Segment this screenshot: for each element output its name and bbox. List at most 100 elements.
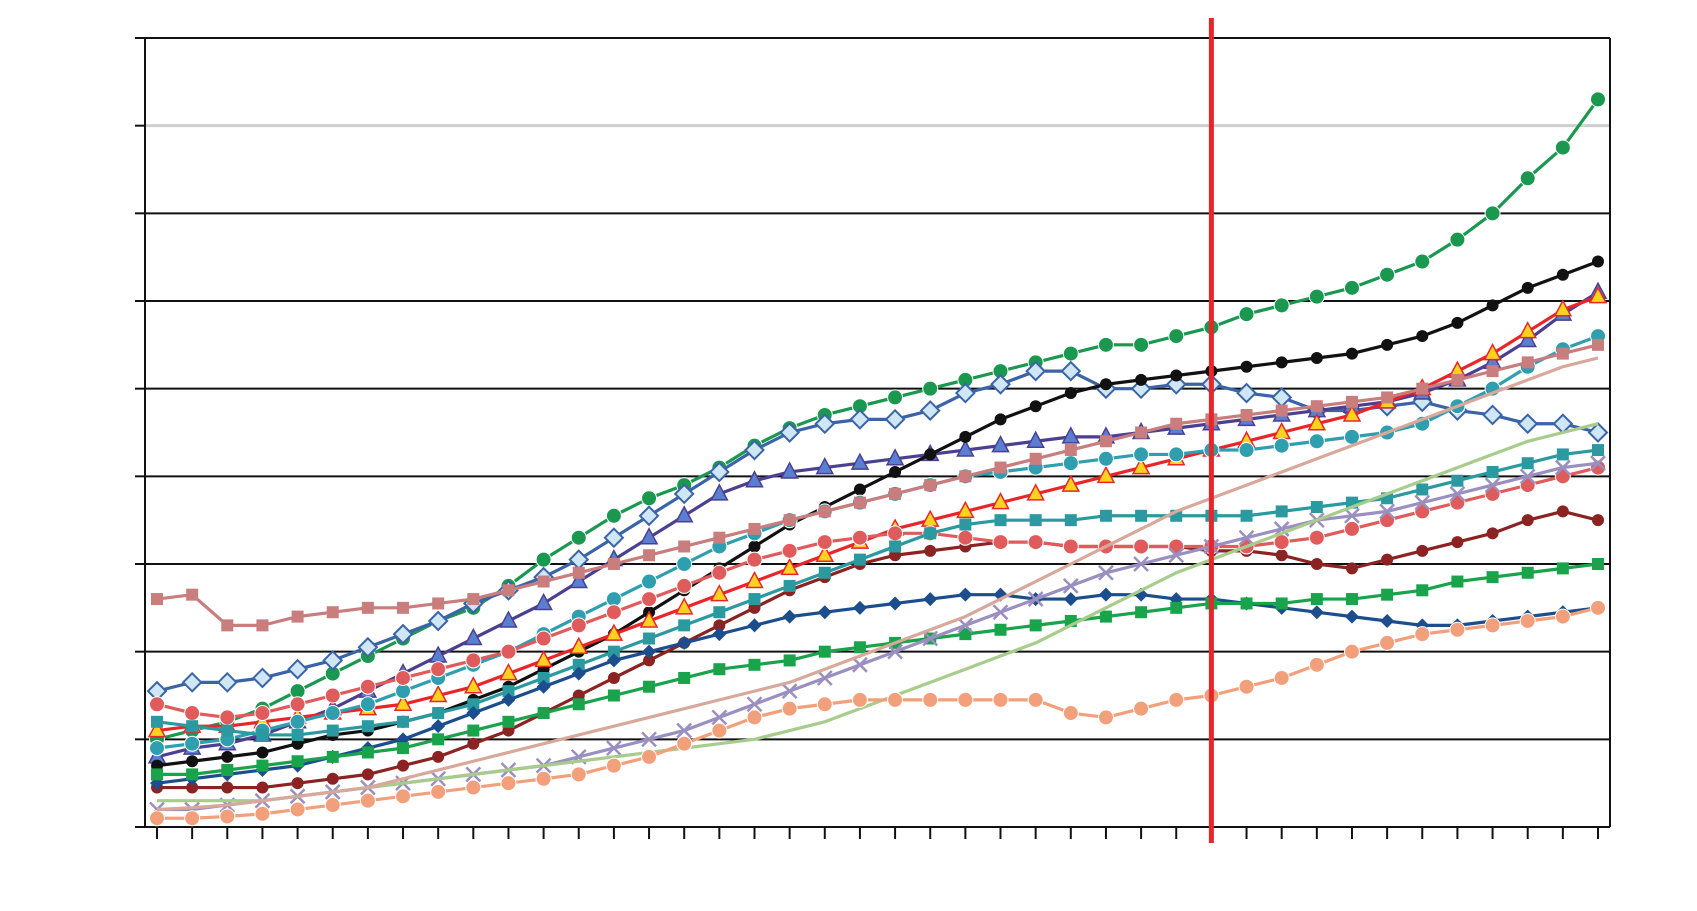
data-point: [676, 577, 693, 594]
data-point: [186, 781, 199, 794]
data-point: [783, 579, 796, 592]
data-point: [888, 596, 903, 611]
data-point: [361, 601, 374, 614]
data-point: [149, 696, 165, 713]
data-point: [254, 705, 271, 722]
data-point: [992, 604, 1009, 621]
data-point: [924, 448, 937, 461]
data-point: [571, 666, 586, 681]
data-point: [1271, 387, 1293, 408]
data-point: [397, 715, 410, 728]
data-point: [991, 492, 1010, 510]
data-point: [992, 534, 1009, 551]
data-point: [1025, 360, 1047, 382]
data-point: [1381, 391, 1394, 404]
data-point: [713, 619, 726, 632]
data-point: [464, 627, 483, 646]
data-point: [537, 707, 550, 720]
data-point: [1517, 413, 1539, 435]
data-point: [1064, 514, 1077, 527]
data-point: [254, 805, 271, 822]
data-point: [1521, 356, 1534, 369]
data-point: [186, 755, 199, 768]
data-point: [1308, 433, 1325, 450]
data-point: [395, 669, 412, 686]
data-point: [1062, 345, 1079, 362]
data-point: [397, 601, 410, 614]
data-point: [1521, 457, 1534, 470]
data-point: [1521, 281, 1534, 294]
data-point: [570, 529, 587, 546]
data-point: [291, 610, 304, 623]
data-point: [287, 658, 308, 680]
data-point: [748, 540, 761, 553]
data-point: [1519, 170, 1536, 187]
data-point: [464, 676, 483, 694]
data-point: [1553, 299, 1573, 317]
data-point: [745, 470, 764, 488]
data-point: [1168, 691, 1185, 708]
data-point: [219, 808, 236, 825]
data-point: [1343, 643, 1360, 660]
data-point: [1238, 306, 1255, 323]
data-point: [1556, 505, 1569, 518]
data-point: [1587, 422, 1609, 443]
data-point: [919, 400, 941, 421]
data-point: [747, 618, 762, 633]
data-point: [1029, 400, 1042, 413]
data-point: [605, 604, 622, 621]
data-point: [1130, 378, 1152, 400]
data-point: [1168, 547, 1185, 564]
data-point: [746, 709, 763, 726]
data-point: [1379, 266, 1396, 283]
data-point: [710, 483, 729, 501]
data-point: [643, 632, 656, 645]
data-point: [994, 623, 1007, 636]
data-point: [467, 724, 480, 737]
data-point: [1310, 593, 1323, 606]
data-point: [1416, 382, 1429, 395]
data-point: [1275, 597, 1288, 610]
data-point: [361, 768, 374, 781]
data-point: [151, 768, 163, 781]
data-point: [954, 382, 976, 404]
data-point: [186, 768, 199, 781]
data-point: [1238, 529, 1255, 546]
data-point: [221, 764, 234, 777]
data-point: [994, 413, 1007, 426]
data-point: [1554, 459, 1571, 476]
data-point: [186, 720, 199, 733]
data-point: [990, 373, 1011, 395]
data-point: [745, 570, 764, 589]
data-point: [1062, 538, 1079, 555]
data-point: [289, 696, 306, 713]
data-point: [884, 408, 906, 430]
data-point: [1484, 477, 1501, 493]
data-point: [502, 715, 515, 728]
data-point: [674, 505, 694, 523]
series-13: [157, 422, 1599, 803]
data-point: [499, 610, 518, 628]
data-point: [748, 593, 761, 606]
data-point: [782, 609, 797, 624]
data-point: [1381, 338, 1394, 351]
data-point: [605, 507, 622, 524]
data-point: [853, 641, 866, 654]
data-point: [1240, 509, 1253, 522]
data-point: [1310, 558, 1323, 570]
data-point: [1379, 503, 1396, 520]
data-point: [1486, 571, 1499, 584]
data-point: [432, 750, 445, 763]
data-point: [1310, 400, 1323, 413]
data-point: [359, 678, 376, 695]
data-point: [291, 777, 304, 790]
data-point: [781, 542, 798, 559]
data-point: [816, 670, 833, 686]
data-point: [1133, 700, 1150, 717]
data-point: [467, 737, 480, 750]
data-point: [569, 570, 589, 589]
data-point: [924, 479, 937, 492]
data-point: [465, 652, 482, 669]
data-point: [1486, 365, 1499, 378]
data-point: [957, 691, 974, 708]
